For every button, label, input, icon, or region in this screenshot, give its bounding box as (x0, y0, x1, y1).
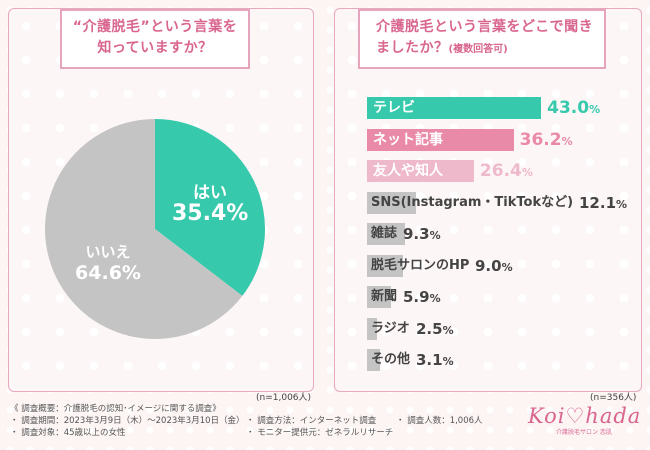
survey-target: ・ 調査対象：45歳以上の女性 (10, 428, 126, 438)
bar-label-4: 雑誌 (371, 226, 398, 241)
bar-value-7: 2.5% (416, 319, 454, 338)
right-question: 介護脱毛という言葉をどこで聞きましたか？ (376, 19, 594, 56)
bar-value-3: 12.1% (579, 193, 628, 212)
bar-1: ネット記事 (367, 128, 514, 151)
bar-value-0: 43.0% (547, 98, 601, 118)
bar-5 (367, 254, 404, 277)
bar-6 (367, 286, 391, 308)
bar-label-0: テレビ (373, 100, 415, 116)
survey-count: ・ 調査人数：1,006人 (396, 416, 483, 426)
survey-provider: ・ モニター提供元：ゼネラルリサーチ (246, 428, 394, 438)
pie-category-no: いいえ (85, 243, 131, 261)
bar-8 (367, 349, 380, 371)
pie-label-no: いいえ 64.6% (75, 244, 141, 285)
left-question-box: “介護脱毛”という言葉を知っていますか？ (60, 9, 250, 69)
bar-value-8: 3.1% (416, 351, 454, 369)
brand-logo: Koi♡hada 介護脱毛サロン 恋肌 (528, 403, 640, 443)
pie-value-yes: 35.4% (172, 201, 249, 226)
right-sample-size: (n=356人) (590, 393, 637, 403)
survey-period: ・ 調査期間：2023年3月9日（木）〜2023年3月10日（金） (10, 416, 245, 426)
right-panel (334, 8, 642, 392)
bar-value-5: 9.0% (475, 256, 513, 275)
bar-3 (367, 191, 416, 214)
pie-category-yes: はい (193, 183, 227, 203)
bar-0: テレビ (367, 97, 542, 119)
survey-title: 《 調査概要：介護脱毛の認知･イメージに関する調査》 (10, 404, 221, 414)
pie-value-no: 64.6% (75, 262, 141, 284)
brand-logo-text: Koi♡hada (528, 404, 642, 428)
brand-logo-tagline: 介護脱毛サロン 恋肌 (556, 429, 612, 436)
pie-slice-no (44, 119, 243, 339)
bar-value-2: 26.4% (479, 161, 533, 181)
bar-label-1: ネット記事 (373, 131, 443, 148)
bar-label-8: その他 (371, 352, 411, 367)
pie-slice-yes (155, 119, 266, 296)
bar-value-4: 9.3% (403, 225, 441, 243)
bar-7 (367, 317, 378, 340)
left-sample-size: (n=1,006人) (256, 393, 312, 403)
bar-label-7: ラジオ (371, 320, 410, 336)
bar-label-6: 新聞 (371, 289, 398, 304)
right-question-sub: (複数回答可) (448, 44, 508, 55)
survey-method: ・ 調査方法：インターネット調査 (246, 416, 377, 426)
pie-label-yes: はい 35.4% (172, 185, 248, 226)
bar-4 (367, 223, 405, 245)
right-question-box: 介護脱毛という言葉をどこで聞きましたか？(複数回答可) (358, 9, 606, 69)
bar-value-6: 5.9% (403, 288, 441, 306)
bar-label-2: 友人や知人 (373, 163, 443, 179)
bar-label-5: 脱毛サロンのHP (371, 257, 470, 273)
bar-label-3: SNS(Instagram・TikTokなど) (371, 194, 574, 210)
bar-2: 友人や知人 (367, 160, 474, 182)
bar-value-1: 36.2% (519, 129, 573, 150)
left-question: “介護脱毛”という言葉を知っていますか？ (72, 19, 238, 56)
